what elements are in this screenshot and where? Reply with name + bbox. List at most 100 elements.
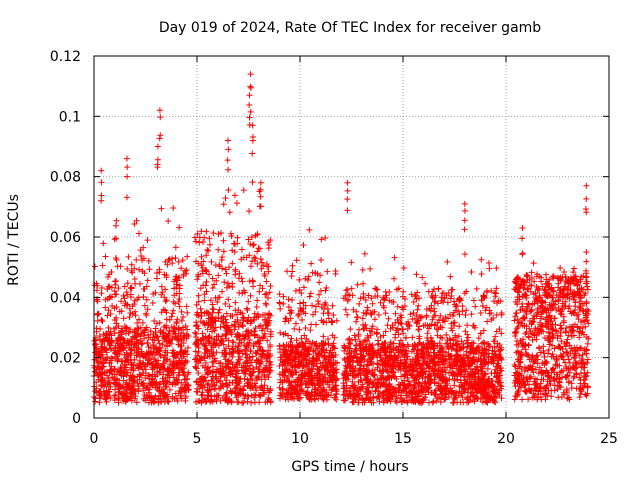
data-point <box>245 327 252 334</box>
data-point <box>371 316 378 323</box>
data-point <box>182 381 189 388</box>
data-point <box>133 256 140 263</box>
data-point <box>124 301 131 308</box>
data-point <box>195 398 202 405</box>
data-point <box>121 295 128 302</box>
data-point <box>244 398 251 405</box>
data-point <box>308 260 315 267</box>
data-point <box>354 281 361 288</box>
data-point <box>413 271 420 278</box>
data-point <box>161 323 168 330</box>
data-point <box>223 351 230 358</box>
data-point <box>511 317 518 324</box>
data-point <box>223 364 230 371</box>
data-point <box>224 399 231 406</box>
data-point <box>232 384 239 391</box>
data-point <box>195 273 202 280</box>
data-point <box>172 334 179 341</box>
data-point <box>98 377 105 384</box>
data-point <box>174 397 181 404</box>
data-point <box>142 310 149 317</box>
data-point <box>157 329 164 336</box>
data-point <box>128 397 135 404</box>
grid-lines <box>94 56 609 418</box>
data-point <box>314 298 321 305</box>
data-point <box>240 399 247 406</box>
data-point <box>151 398 158 405</box>
data-point <box>497 347 504 354</box>
data-point <box>398 320 405 327</box>
data-point <box>239 386 246 393</box>
data-point <box>144 339 151 346</box>
data-point <box>140 370 147 377</box>
data-point <box>245 236 252 243</box>
data-point <box>170 307 177 314</box>
data-point <box>228 388 235 395</box>
data-point <box>581 380 588 387</box>
data-point <box>465 334 472 341</box>
data-point <box>306 293 313 300</box>
data-point <box>208 342 215 349</box>
data-point <box>232 299 239 306</box>
data-point <box>369 300 376 307</box>
data-point <box>109 337 116 344</box>
data-point <box>462 312 469 319</box>
data-point <box>202 282 209 289</box>
data-point <box>125 359 132 366</box>
data-point <box>234 234 241 241</box>
data-point <box>106 388 113 395</box>
data-point <box>205 364 212 371</box>
data-point <box>193 341 200 348</box>
data-point <box>256 343 263 350</box>
data-point <box>353 314 360 321</box>
data-point <box>478 270 485 277</box>
data-point <box>120 315 127 322</box>
data-point <box>216 306 223 313</box>
data-point <box>226 264 233 271</box>
data-point <box>377 299 384 306</box>
data-point <box>184 375 191 382</box>
data-point <box>232 307 239 314</box>
data-point <box>128 383 135 390</box>
data-point <box>228 331 235 338</box>
data-point <box>239 290 246 297</box>
data-point <box>209 363 216 370</box>
data-point <box>107 345 114 352</box>
data-point <box>385 315 392 322</box>
data-point <box>195 292 202 299</box>
data-point <box>240 314 247 321</box>
data-point <box>237 385 244 392</box>
data-point <box>117 364 124 371</box>
data-point <box>267 399 274 406</box>
data-point <box>194 230 201 237</box>
data-point <box>127 310 134 317</box>
data-point <box>101 383 108 390</box>
data-point <box>293 257 300 264</box>
data-point <box>243 305 250 312</box>
data-point <box>139 381 146 388</box>
data-point <box>169 260 176 267</box>
data-point <box>254 231 261 238</box>
data-point <box>156 269 163 276</box>
data-point <box>257 256 264 263</box>
data-point <box>240 254 247 261</box>
data-point <box>260 389 267 396</box>
data-point <box>253 304 260 311</box>
data-point <box>201 384 208 391</box>
data-point <box>110 377 117 384</box>
data-point <box>140 395 147 402</box>
data-point <box>329 302 336 309</box>
data-point <box>160 395 167 402</box>
data-point <box>231 364 238 371</box>
data-point <box>144 384 151 391</box>
data-point <box>96 332 103 339</box>
data-point <box>261 382 268 389</box>
data-point <box>201 234 208 241</box>
data-point <box>473 285 480 292</box>
data-point <box>276 299 283 306</box>
data-point <box>197 305 204 312</box>
data-point <box>240 362 247 369</box>
data-point <box>116 383 123 390</box>
data-point <box>254 297 261 304</box>
data-point <box>111 365 118 372</box>
